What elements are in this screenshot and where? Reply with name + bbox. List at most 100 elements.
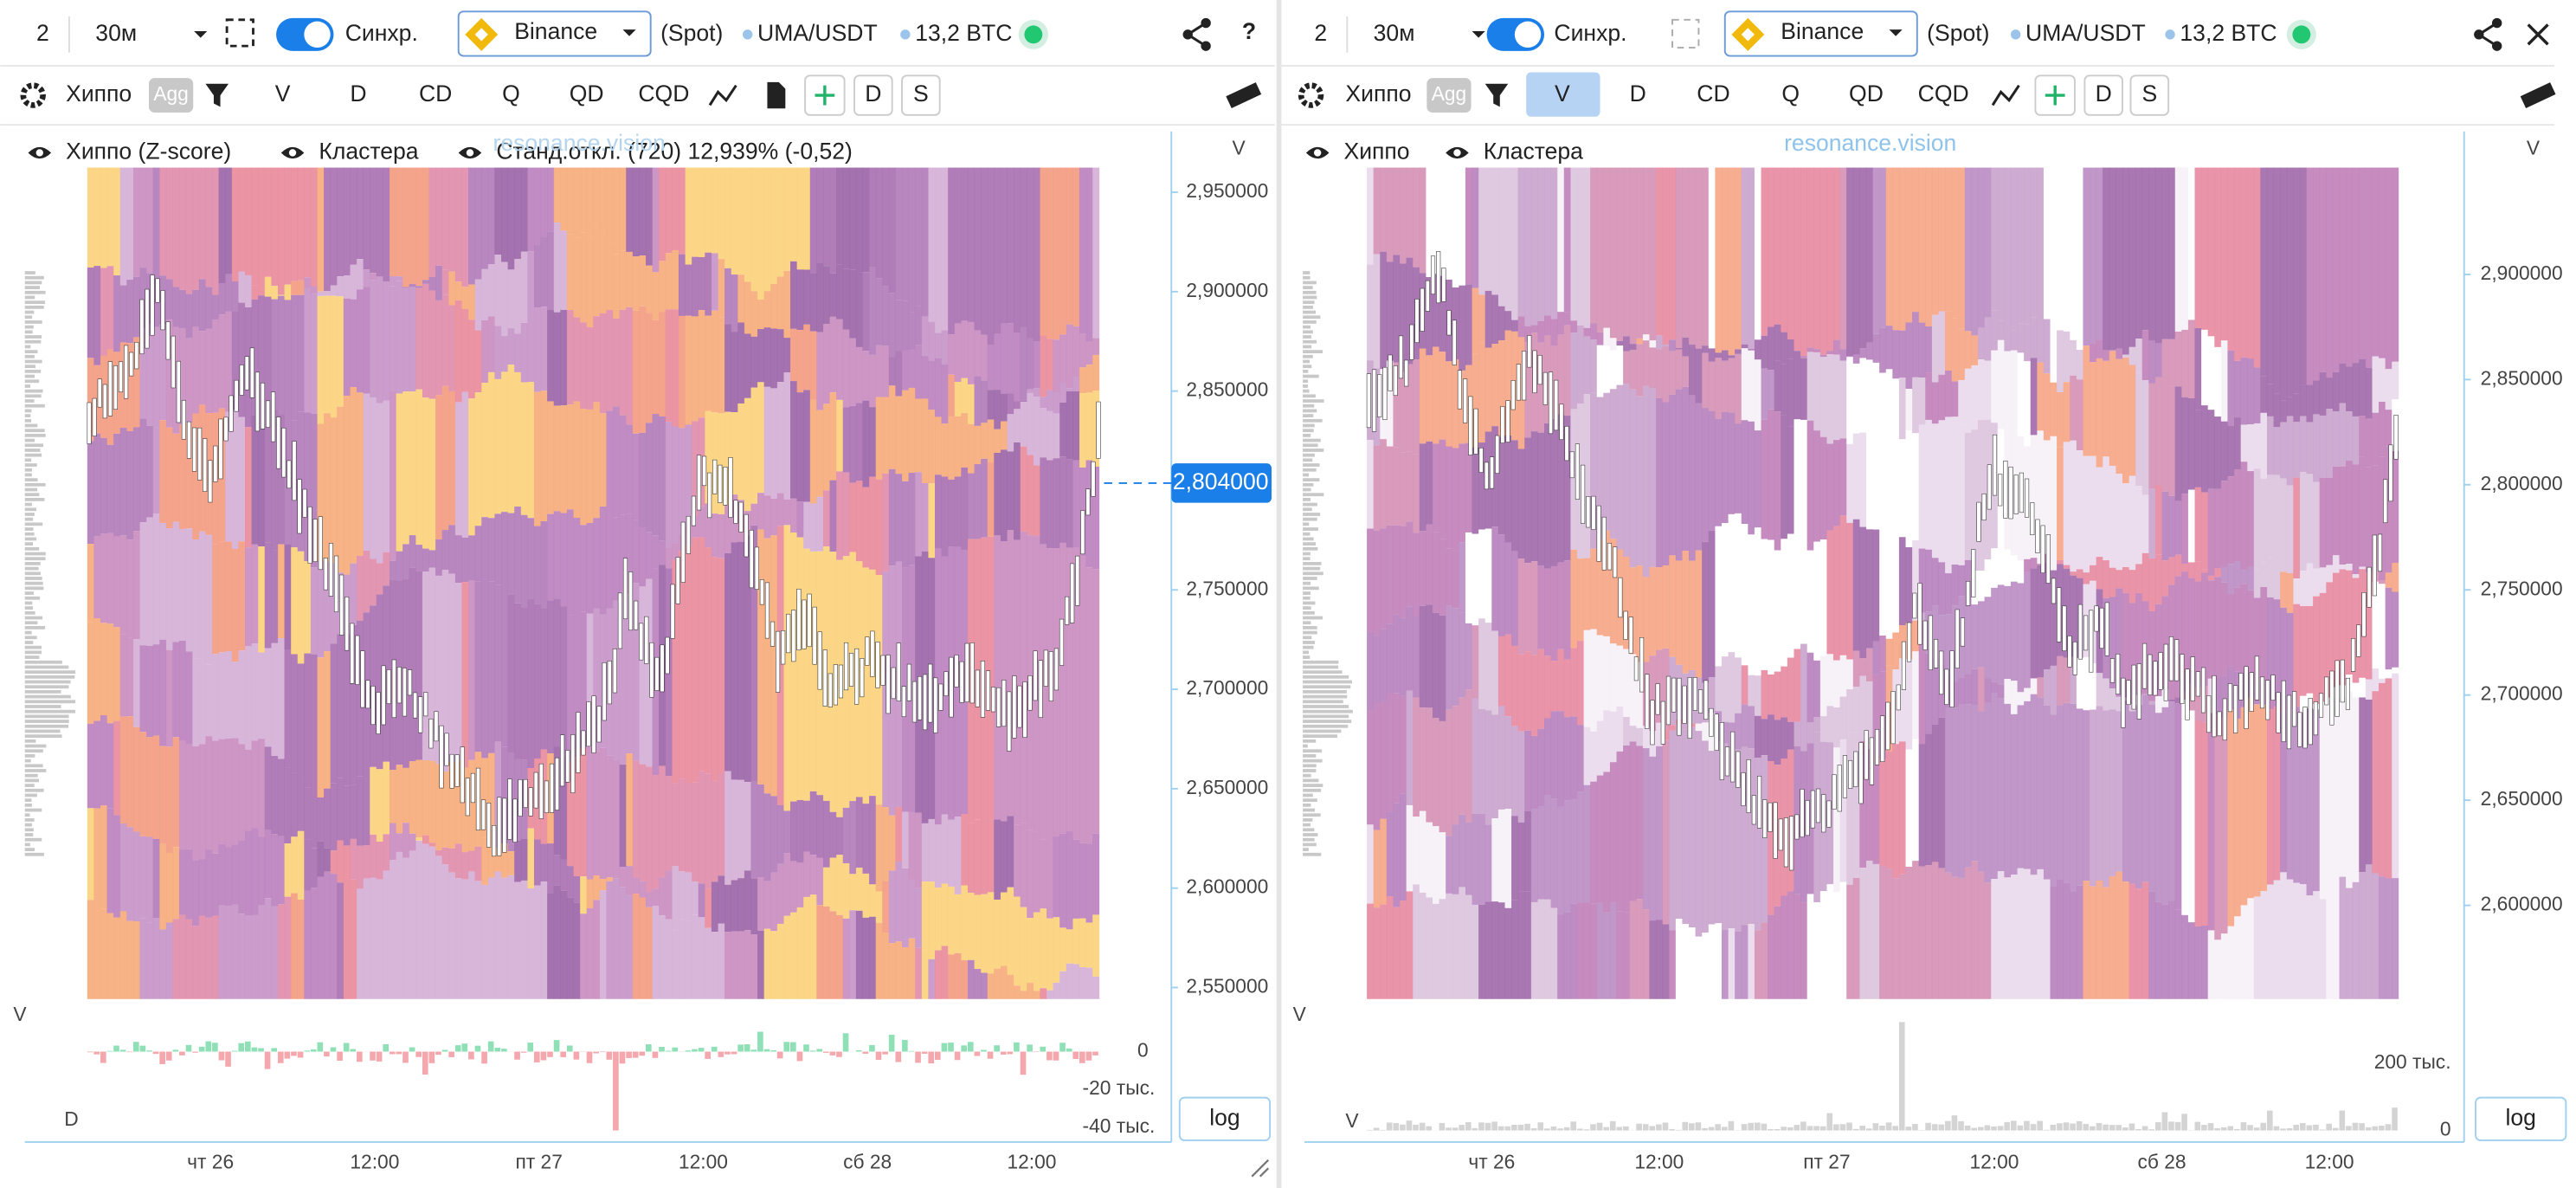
heatmap-cell — [343, 634, 351, 786]
heatmap-cell — [2306, 563, 2314, 606]
heatmap-cell — [1478, 529, 1486, 619]
heatmap-cell — [1537, 342, 1545, 433]
profile-bar — [24, 660, 62, 664]
heatmap-cell — [770, 535, 778, 797]
exchange-dropdown[interactable] — [1723, 10, 1918, 57]
heatmap-cell — [974, 330, 982, 377]
line-icon[interactable] — [708, 84, 737, 107]
heatmap-cell — [1636, 338, 1644, 345]
volume-bar — [1472, 1127, 1478, 1131]
candle — [1810, 790, 1815, 829]
ruler-icon[interactable] — [2520, 82, 2556, 108]
line-icon[interactable] — [1991, 84, 2020, 107]
heatmap-cell — [2280, 571, 2288, 608]
heatmap-cell — [1997, 871, 2005, 999]
volume-bar — [763, 1049, 770, 1052]
heatmap-cell — [665, 547, 673, 569]
close-icon[interactable] — [2527, 23, 2549, 46]
candle — [312, 519, 318, 562]
heatmap-cell — [264, 746, 272, 830]
volume-bar — [902, 1039, 908, 1052]
profile-bar — [24, 724, 68, 728]
candle — [975, 669, 980, 707]
agg-button[interactable] — [1426, 78, 1472, 113]
heatmap-cell — [1472, 698, 1479, 814]
heatmap-cell — [1662, 167, 1670, 345]
heatmap-cell — [2220, 167, 2228, 341]
heatmap-cell — [1787, 721, 1794, 750]
ruler-icon[interactable] — [1226, 82, 1262, 108]
heatmap-cell — [1642, 340, 1650, 386]
heatmap-cell — [639, 526, 647, 587]
eye-pupil — [1453, 149, 1461, 157]
toolbar-box-button[interactable] — [2083, 74, 2123, 116]
heatmap-cell — [533, 244, 541, 308]
heatmap-cell — [185, 294, 193, 339]
candle — [1933, 639, 1939, 668]
heatmap-cell — [599, 747, 607, 880]
heatmap-cell — [2070, 575, 2077, 657]
active-button[interactable] — [1526, 72, 1600, 117]
profile-bar — [1303, 418, 1323, 423]
crosshair-icon[interactable] — [225, 18, 254, 48]
heatmap-cell — [1419, 605, 1426, 708]
heatmap-cell — [1971, 604, 1979, 669]
volume-bar — [1806, 1126, 1813, 1131]
heatmap-cell — [87, 267, 94, 358]
heatmap-cell — [1656, 746, 1664, 920]
heatmap-cell — [159, 929, 167, 999]
heatmap-cell — [2339, 466, 2347, 565]
heatmap-cell — [1702, 352, 1710, 409]
heatmap-cell — [304, 287, 312, 413]
exchange-dropdown[interactable] — [457, 10, 652, 57]
heatmap-cell — [1794, 167, 1801, 352]
heatmap-cell — [2174, 500, 2182, 555]
heatmap-cell — [547, 893, 555, 999]
heatmap-cell — [757, 493, 765, 530]
heatmap-cell — [468, 167, 476, 285]
log-button[interactable] — [2475, 1096, 2567, 1141]
settings-icon[interactable] — [20, 82, 46, 108]
candle — [1880, 715, 1885, 762]
toolbar-box-button[interactable] — [901, 74, 941, 116]
heatmap-cell — [652, 272, 660, 320]
volume-bar — [672, 1047, 679, 1052]
heatmap-cell — [1491, 344, 1499, 427]
heatmap-cell — [376, 279, 383, 404]
heatmap-cell — [1748, 534, 1755, 675]
profile-bar — [24, 823, 32, 827]
agg-button[interactable] — [148, 78, 194, 113]
heatmap-cell — [1616, 645, 1624, 707]
heatmap-cell — [1905, 430, 1913, 548]
heatmap-cell — [297, 280, 305, 295]
heatmap-cell — [1839, 349, 1847, 361]
heatmap-cell — [665, 870, 673, 920]
candle — [1821, 794, 1826, 833]
volume-bar — [1636, 1123, 1642, 1131]
toolbar-box-button[interactable] — [853, 74, 893, 116]
volume-bar — [948, 1043, 954, 1052]
toolbar-button: D — [350, 81, 366, 107]
heatmap-cell — [205, 849, 213, 918]
filter-icon[interactable] — [205, 83, 229, 107]
heatmap-cell — [1478, 294, 1486, 344]
heatmap-cell — [711, 932, 718, 999]
heatmap-cell — [711, 167, 718, 254]
heatmap-cell — [1007, 887, 1014, 975]
filter-icon[interactable] — [1484, 83, 1509, 107]
heatmap-cell — [816, 795, 824, 858]
heatmap-cell — [882, 933, 890, 999]
heatmap-cell — [2070, 440, 2077, 572]
log-button[interactable] — [1178, 1096, 1272, 1141]
heatmap-cell — [928, 410, 936, 484]
volume-bar — [1787, 1127, 1794, 1131]
profile-bar — [24, 591, 35, 595]
heatmap-cell — [1452, 894, 1459, 999]
toolbar-box-button[interactable] — [2129, 74, 2170, 116]
profile-bar — [24, 577, 42, 580]
heatmap-cell — [468, 580, 476, 760]
heatmap-cell — [1629, 654, 1637, 726]
settings-icon[interactable] — [1298, 82, 1324, 108]
candle — [2372, 534, 2377, 597]
doc-icon[interactable] — [767, 81, 786, 109]
